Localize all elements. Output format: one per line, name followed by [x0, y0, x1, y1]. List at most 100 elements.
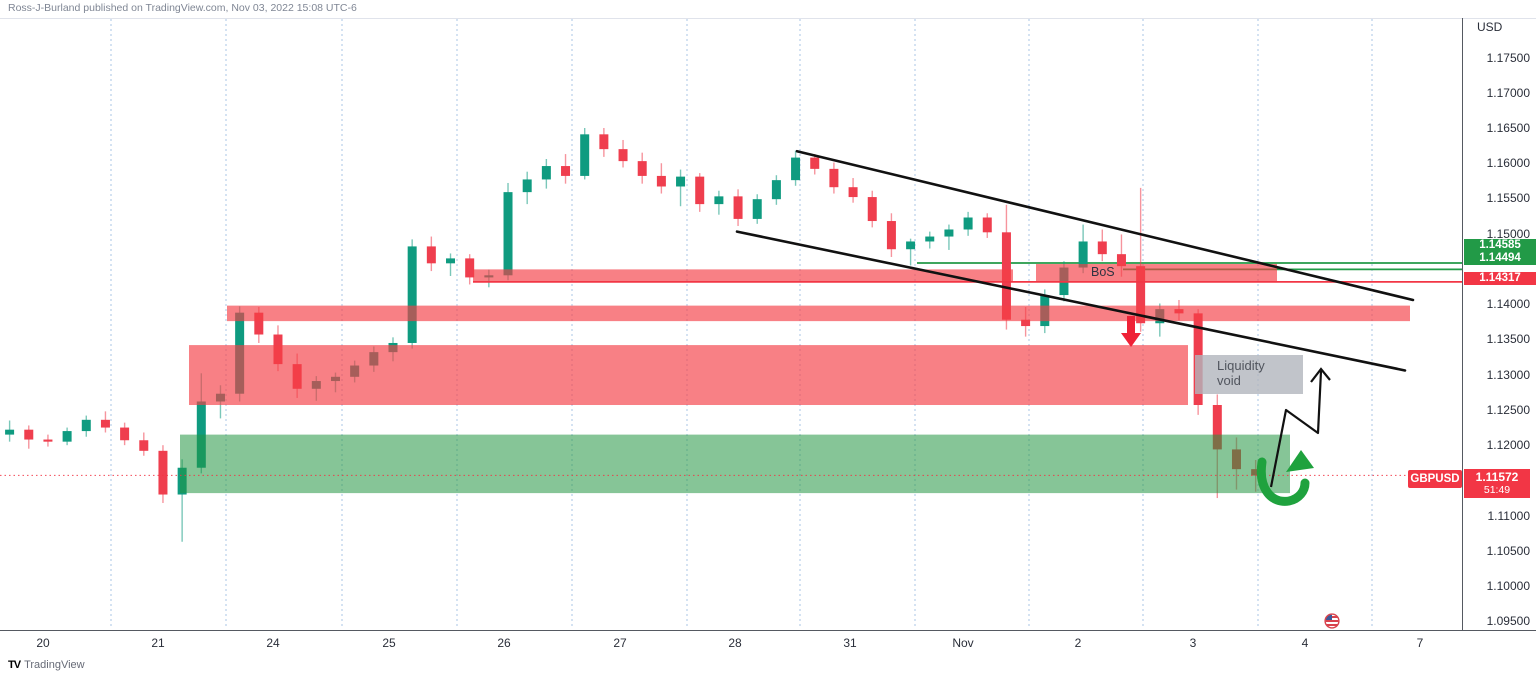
candle-down — [100, 419, 110, 428]
green-curl-arrow-tail — [1256, 457, 1310, 506]
candle-down — [1116, 254, 1126, 267]
price-tick-label: 1.17500 — [1486, 50, 1530, 65]
time-tick-label: Nov — [952, 636, 974, 650]
candle-down — [637, 161, 647, 176]
price-tick-label: 1.15000 — [1486, 226, 1530, 241]
candle-down — [1021, 319, 1031, 327]
candle-down — [254, 312, 264, 335]
tradingview-logo-text: TradingView — [24, 659, 85, 671]
candle-up — [81, 419, 91, 432]
candle-down — [867, 197, 877, 222]
alert-price-label-green-lower: 1.14494 — [1464, 252, 1536, 265]
candle-up — [5, 429, 15, 435]
candle-down — [158, 450, 168, 495]
attribution-text: Ross-J-Burland published on TradingView.… — [8, 2, 357, 14]
price-tick-label: 1.15500 — [1486, 191, 1530, 206]
price-axis-border — [1462, 18, 1463, 631]
candle-down — [695, 176, 705, 205]
arrow-annotations — [1121, 316, 1331, 506]
candle-down — [982, 217, 992, 233]
demand-zone — [180, 434, 1290, 494]
candle-up — [771, 180, 781, 200]
time-tick-label: 20 — [36, 636, 50, 650]
time-axis-border — [0, 630, 1536, 631]
price-tick-label: 1.10000 — [1486, 579, 1530, 594]
time-tick-label: 24 — [266, 636, 280, 650]
zones — [180, 264, 1410, 494]
candle-down — [43, 439, 53, 442]
candle-down — [1212, 405, 1222, 450]
chart-top-border — [0, 18, 1536, 19]
candle-up — [906, 241, 916, 250]
price-tick-label: 1.11000 — [1487, 508, 1531, 523]
red-down-arrow-head — [1121, 333, 1141, 347]
candle-up — [791, 157, 801, 181]
candle-down — [618, 149, 628, 162]
bos-label: BoS — [1091, 265, 1115, 279]
price-tick-label: 1.16000 — [1486, 156, 1530, 171]
price-tick-label: 1.12000 — [1486, 438, 1530, 453]
candle-down — [561, 166, 571, 176]
us-flag-event-icon — [1324, 613, 1340, 629]
candle-up — [944, 229, 954, 237]
black-zigzag-arrow — [1269, 370, 1323, 488]
candle-down — [120, 427, 130, 441]
candle-up — [541, 166, 551, 180]
supply-band — [473, 269, 1013, 282]
candle-down — [733, 196, 743, 219]
candle-down — [829, 168, 839, 188]
black-zigzag-arrow-head — [1310, 367, 1331, 383]
candle-down — [24, 429, 34, 440]
time-tick-label: 7 — [1416, 636, 1424, 650]
price-tick-label: 1.13000 — [1486, 367, 1530, 382]
liquidity-void-text-line2: void — [1217, 373, 1241, 388]
candle-up — [752, 199, 762, 219]
price-tick-label: 1.09500 — [1486, 614, 1530, 629]
alert-price-label-red: 1.14317 — [1464, 272, 1536, 285]
price-tick-label: 1.10500 — [1486, 543, 1530, 558]
channel-lower — [735, 230, 1407, 372]
channel-upper — [795, 149, 1415, 302]
supply-zone-11400 — [227, 305, 1410, 322]
time-tick-label: 2 — [1074, 636, 1082, 650]
candle-up — [522, 179, 532, 193]
price-tick-label: 1.17000 — [1486, 85, 1530, 100]
candle-up — [62, 431, 72, 442]
candle-down — [1136, 266, 1146, 324]
green-curl-arrow-head — [1286, 450, 1314, 472]
candle-down — [1097, 241, 1107, 255]
candle-down — [465, 258, 475, 278]
last-price-value: 1.11572 — [1475, 470, 1519, 484]
currency-label: USD — [1477, 20, 1503, 34]
candle-down — [139, 440, 149, 451]
tradingview-logo-mark: TV — [8, 659, 21, 671]
candle-countdown: 51:49 — [1483, 484, 1511, 496]
tradingview-logo[interactable]: TV TradingView — [8, 659, 85, 671]
time-tick-label: 3 — [1189, 636, 1197, 650]
price-tick-label: 1.13500 — [1486, 332, 1530, 347]
candle-down — [810, 157, 820, 169]
supply-zone-11300 — [189, 345, 1188, 406]
time-tick-label: 21 — [151, 636, 165, 650]
candle-down — [656, 175, 666, 187]
time-tick-label: 25 — [382, 636, 396, 650]
price-tick-label: 1.14000 — [1486, 297, 1530, 312]
day-gridlines — [110, 19, 1373, 629]
symbol-badge: GBPUSD — [1408, 470, 1462, 488]
liquidity-void-annotation: Liquidity void — [1195, 355, 1303, 394]
candle-down — [599, 134, 609, 150]
time-tick-label: 31 — [843, 636, 857, 650]
liquidity-void-text-line1: Liquidity — [1217, 358, 1265, 373]
candle-up — [446, 258, 456, 264]
price-tick-label: 1.12500 — [1486, 402, 1530, 417]
candle-up — [407, 246, 417, 343]
candle-up — [963, 217, 973, 230]
candle-down — [886, 221, 896, 250]
candle-up — [1078, 241, 1088, 268]
candle-up — [714, 196, 724, 205]
last-price-badge: 1.11572 51:49 — [1464, 469, 1530, 498]
candle-up — [580, 134, 590, 176]
bos-supply-zone — [1036, 264, 1277, 282]
